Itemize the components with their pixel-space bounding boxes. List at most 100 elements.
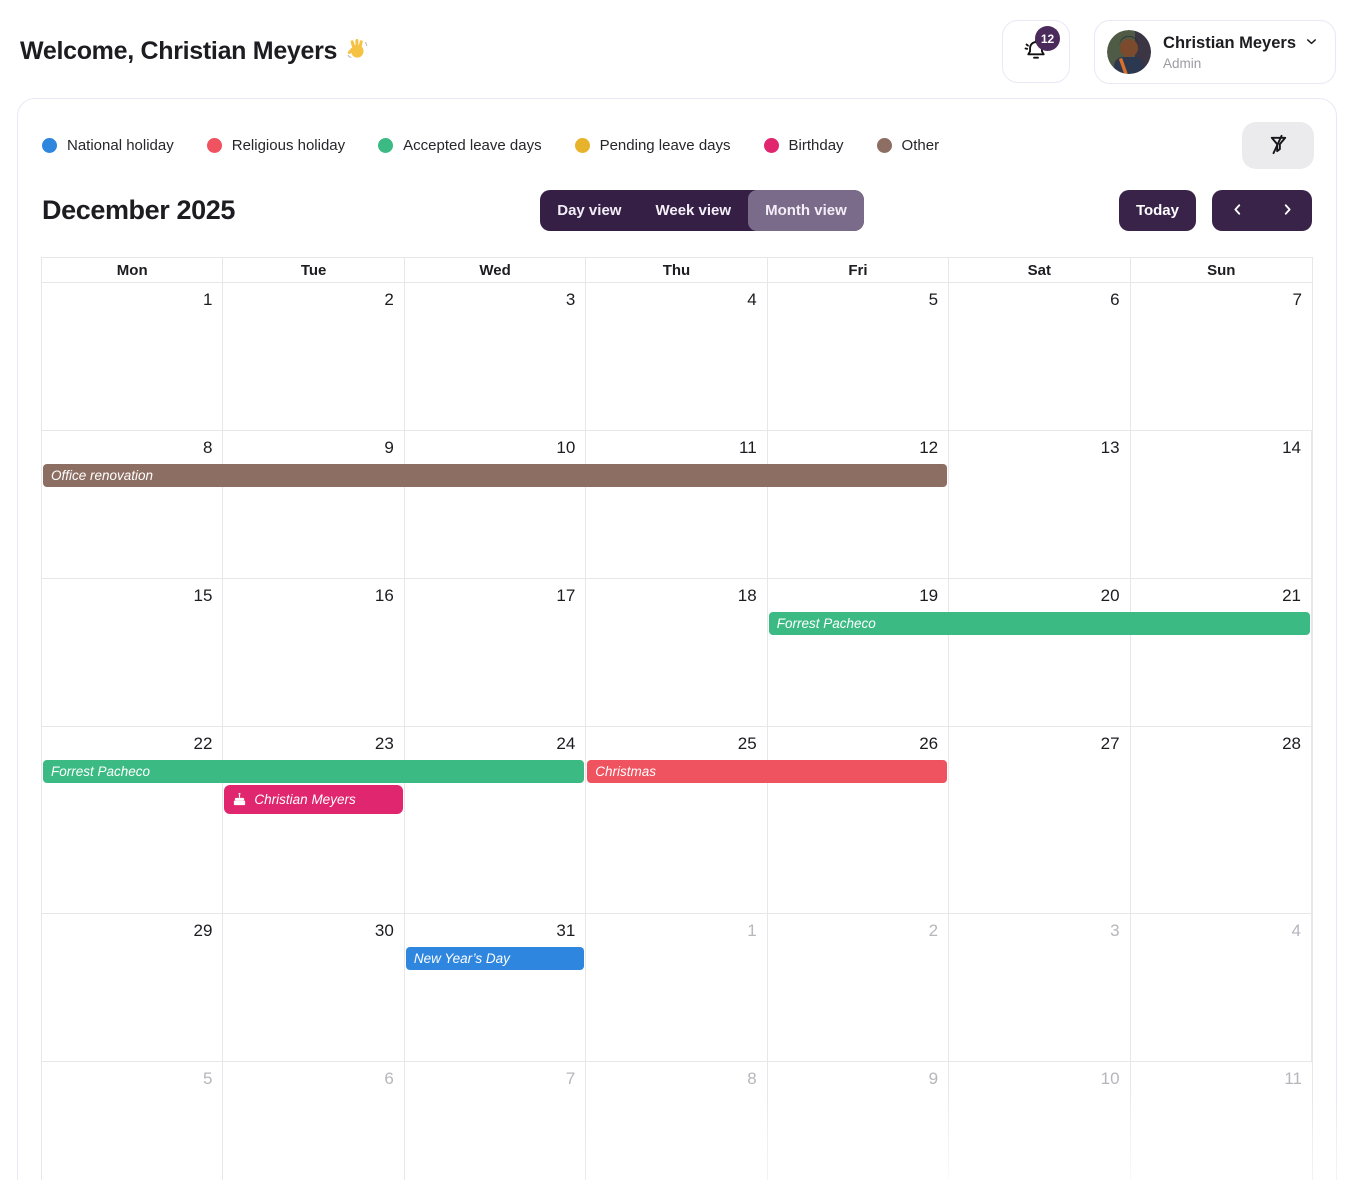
week-row: 5 6 7 8 9 10 11 <box>42 1062 1312 1180</box>
day-cell-17[interactable]: 17 <box>405 579 587 726</box>
day-cell-2[interactable]: 2 <box>768 914 950 1061</box>
day-cell-30[interactable]: 30 <box>223 914 405 1061</box>
day-cell-26[interactable]: 26 <box>768 727 950 913</box>
day-number: 15 <box>193 586 213 605</box>
day-cell-12[interactable]: 12 <box>768 431 950 578</box>
day-number: 19 <box>919 586 939 605</box>
day-cell-7[interactable]: 7 <box>405 1062 587 1180</box>
view-day-view[interactable]: Day view <box>540 190 638 231</box>
legend-label: Religious holiday <box>231 137 346 154</box>
day-cell-24[interactable]: 24 <box>405 727 587 913</box>
day-cell-9[interactable]: 9 <box>223 431 405 578</box>
view-week-view[interactable]: Week view <box>638 190 748 231</box>
day-number: 7 <box>1292 290 1302 309</box>
legend-dot <box>574 138 590 153</box>
event-office-renovation[interactable]: Office renovation <box>43 464 948 487</box>
day-number: 5 <box>202 1069 213 1088</box>
next-month-button[interactable] <box>1262 190 1312 231</box>
legend-dot <box>206 138 222 153</box>
day-cell-15[interactable]: 15 <box>42 579 224 726</box>
day-number: 17 <box>556 586 576 605</box>
prev-month-button[interactable] <box>1212 190 1262 231</box>
event-new-year-s-day[interactable]: New Year’s Day <box>405 947 585 970</box>
day-cell-2[interactable]: 2 <box>223 283 405 430</box>
day-cell-13[interactable]: 13 <box>949 431 1131 578</box>
day-number: 20 <box>1100 586 1120 605</box>
day-cell-28[interactable]: 28 <box>1131 727 1312 913</box>
day-number: 23 <box>374 734 394 753</box>
clear-filter-button[interactable] <box>1242 122 1314 169</box>
day-number: 28 <box>1282 734 1301 753</box>
top-bar: Welcome, Christian Meyers <box>0 0 1354 84</box>
legend-item-accepted-leave-days: Accepted leave days <box>378 137 542 154</box>
day-cell-4[interactable]: 4 <box>1131 914 1312 1061</box>
welcome-text: Welcome, Christian Meyers <box>20 37 338 65</box>
day-number: 16 <box>374 586 394 605</box>
day-number: 5 <box>928 290 939 309</box>
event-forrest-pacheco[interactable]: Forrest Pacheco <box>43 760 585 783</box>
day-number: 9 <box>384 438 394 457</box>
page-title: Welcome, Christian Meyers <box>20 36 369 67</box>
waving-hand-icon <box>345 36 369 67</box>
day-cell-11[interactable]: 11 <box>1131 1062 1312 1180</box>
day-cell-23[interactable]: 23 <box>223 727 405 913</box>
day-cell-31[interactable]: 31 <box>405 914 587 1061</box>
day-number: 7 <box>565 1069 576 1088</box>
day-cell-25[interactable]: 25 <box>586 727 768 913</box>
weekday-header-wed: Wed <box>405 258 587 282</box>
day-cell-20[interactable]: 20 <box>949 579 1131 726</box>
day-cell-29[interactable]: 29 <box>42 914 224 1061</box>
event-christian-meyers[interactable]: Christian Meyers <box>224 785 403 814</box>
event-christmas[interactable]: Christmas <box>587 760 948 783</box>
day-cell-3[interactable]: 3 <box>949 914 1131 1061</box>
day-cell-18[interactable]: 18 <box>586 579 768 726</box>
today-button[interactable]: Today <box>1118 190 1196 231</box>
day-number: 4 <box>1291 921 1301 940</box>
day-number: 18 <box>737 586 757 605</box>
day-cell-1[interactable]: 1 <box>42 283 224 430</box>
day-cell-14[interactable]: 14 <box>1131 431 1312 578</box>
day-cell-11[interactable]: 11 <box>586 431 768 578</box>
day-cell-4[interactable]: 4 <box>586 283 768 430</box>
day-cell-10[interactable]: 10 <box>949 1062 1131 1180</box>
day-cell-5[interactable]: 5 <box>42 1062 224 1180</box>
chevron-down-icon <box>1304 34 1319 54</box>
legend-item-national-holiday: National holiday <box>42 137 174 154</box>
day-cell-9[interactable]: 9 <box>768 1062 950 1180</box>
day-number: 2 <box>384 290 394 309</box>
calendar-toolbar: December 2025 Day view Week view Month vie… <box>18 169 1336 231</box>
day-cell-8[interactable]: 8 <box>42 431 224 578</box>
user-menu[interactable]: Christian Meyers Admin <box>1094 20 1336 84</box>
day-cell-6[interactable]: 6 <box>223 1062 405 1180</box>
event-label: Forrest Pacheco <box>51 764 151 779</box>
day-cell-1[interactable]: 1 <box>586 914 768 1061</box>
legend-dot <box>42 138 57 153</box>
day-number: 22 <box>193 734 213 753</box>
day-cell-8[interactable]: 8 <box>586 1062 768 1180</box>
day-cell-21[interactable]: 21 <box>1131 579 1312 726</box>
event-label: Christmas <box>595 764 657 779</box>
day-number: 26 <box>919 734 939 753</box>
day-cell-10[interactable]: 10 <box>405 431 587 578</box>
day-cell-5[interactable]: 5 <box>768 283 950 430</box>
day-cell-27[interactable]: 27 <box>949 727 1131 913</box>
top-bar-actions: 12 <box>1002 20 1336 84</box>
weekday-header-fri: Fri <box>768 258 950 282</box>
day-number: 24 <box>556 734 576 753</box>
day-cell-22[interactable]: 22 <box>42 727 224 913</box>
day-number: 8 <box>202 438 213 457</box>
view-month-view[interactable]: Month view <box>748 190 864 231</box>
day-cell-7[interactable]: 7 <box>1131 283 1312 430</box>
day-cell-16[interactable]: 16 <box>223 579 405 726</box>
view-toggle: Day view Week view Month view <box>540 190 864 231</box>
day-cell-6[interactable]: 6 <box>949 283 1131 430</box>
calendar-card: National holiday Religious holiday Accepte… <box>17 98 1337 1180</box>
day-cell-19[interactable]: 19 <box>768 579 950 726</box>
event-forrest-pacheco[interactable]: Forrest Pacheco <box>768 612 1310 635</box>
day-number: 3 <box>1110 921 1120 940</box>
day-cell-3[interactable]: 3 <box>405 283 587 430</box>
day-number: 9 <box>928 1069 939 1088</box>
notifications-button[interactable]: 12 <box>1002 20 1071 83</box>
legend-label: Other <box>901 137 940 154</box>
